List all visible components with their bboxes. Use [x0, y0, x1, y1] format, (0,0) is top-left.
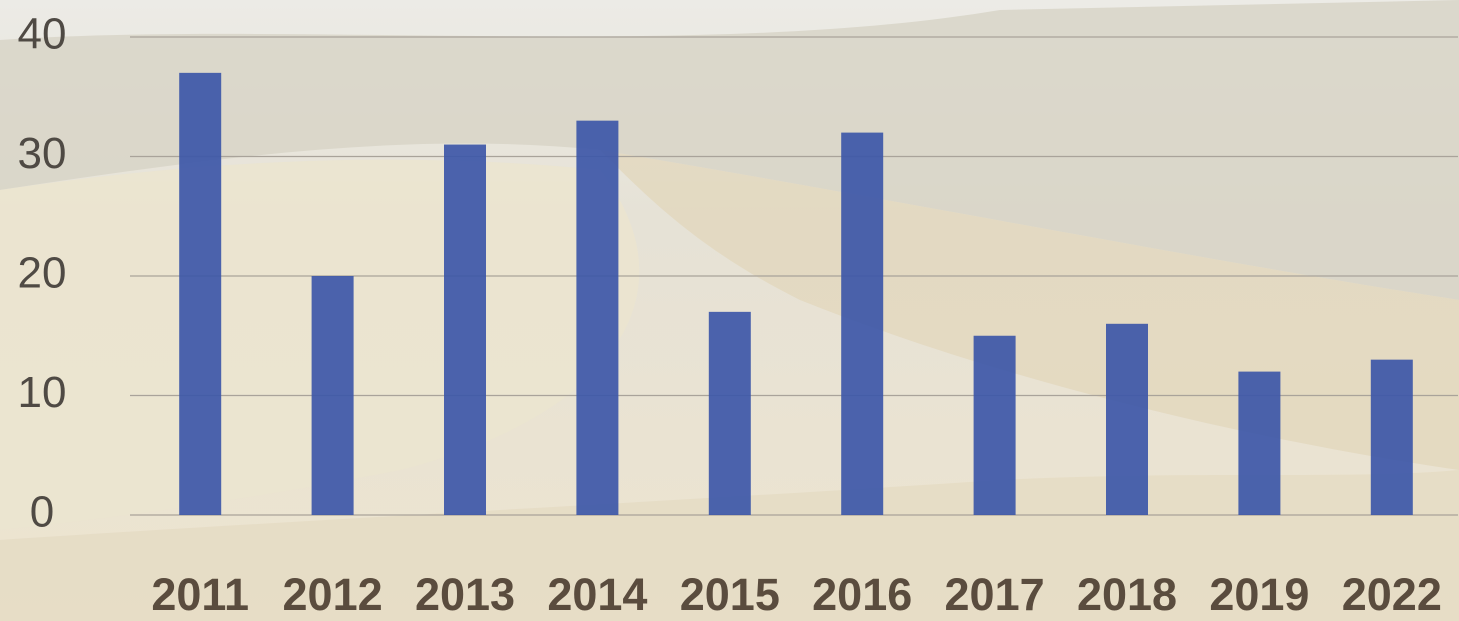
x-tick-label: 2022 — [1342, 569, 1442, 620]
bar — [1238, 372, 1280, 515]
bar — [312, 276, 354, 515]
bar — [1371, 360, 1413, 515]
y-tick-label: 40 — [18, 10, 67, 59]
x-tick-label: 2011 — [151, 569, 249, 620]
x-tick-label: 2013 — [415, 569, 515, 620]
bar — [1106, 324, 1148, 515]
x-tick-label: 2018 — [1077, 569, 1177, 620]
y-tick-label: 10 — [18, 368, 67, 417]
x-tick-label: 2012 — [283, 569, 383, 620]
bar — [709, 312, 751, 515]
y-tick-label: 20 — [18, 249, 67, 298]
y-tick-label: 0 — [30, 488, 54, 537]
chart: 0 10 20 30 40 2011 2012 2013 2014 2015 2016 2017 201… — [0, 0, 1459, 621]
x-tick-label: 2014 — [547, 569, 647, 620]
bar — [576, 121, 618, 515]
bar — [841, 133, 883, 515]
bar — [444, 145, 486, 515]
x-tick-label: 2015 — [680, 569, 780, 620]
x-tick-label: 2019 — [1209, 569, 1309, 620]
bar — [974, 336, 1016, 515]
y-tick-label: 30 — [18, 129, 67, 178]
x-tick-label: 2016 — [812, 569, 912, 620]
bar — [179, 73, 221, 515]
x-tick-label: 2017 — [945, 569, 1045, 620]
